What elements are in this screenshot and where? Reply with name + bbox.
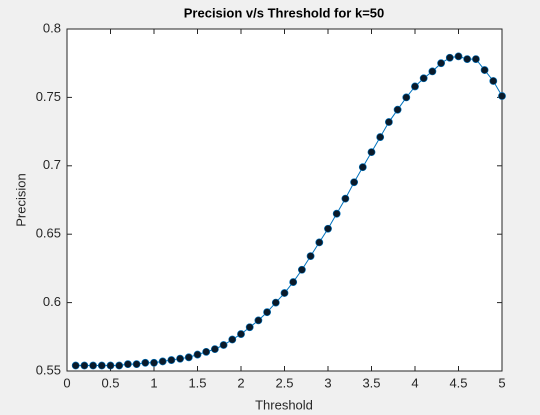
x-tick-label: 3.5 <box>362 375 380 390</box>
point <box>306 252 315 260</box>
point <box>71 361 80 370</box>
point <box>332 209 341 218</box>
point <box>315 238 324 247</box>
point <box>89 361 97 370</box>
point <box>358 163 367 172</box>
point <box>124 360 132 369</box>
point <box>471 55 480 63</box>
point <box>289 278 298 286</box>
point <box>367 148 376 157</box>
point <box>324 224 332 233</box>
x-tick-label: 0 <box>63 375 70 390</box>
y-tick-label: 0.75 <box>36 89 61 104</box>
point <box>445 53 454 62</box>
point <box>480 66 489 74</box>
point <box>297 265 306 274</box>
point <box>106 361 115 370</box>
point <box>411 82 419 91</box>
point <box>376 133 385 141</box>
point <box>393 105 402 114</box>
x-tick-label: 2 <box>237 375 244 390</box>
point <box>263 308 271 317</box>
y-tick-label: 0.65 <box>36 226 61 241</box>
point <box>437 59 445 68</box>
x-tick-label: 1 <box>150 375 157 390</box>
y-tick-label: 0.55 <box>36 362 61 377</box>
point <box>141 358 150 367</box>
x-tick-label: 4.5 <box>449 375 467 390</box>
x-axis-label: Threshold <box>255 397 313 412</box>
x-tick-label: 2.5 <box>275 375 293 390</box>
point <box>193 350 202 359</box>
point <box>97 361 106 370</box>
point <box>150 358 158 367</box>
point <box>228 335 237 344</box>
y-tick-label: 0.6 <box>43 294 61 309</box>
point <box>254 316 263 325</box>
y-tick-label: 0.7 <box>43 157 61 172</box>
point <box>271 298 280 307</box>
point <box>210 345 219 354</box>
chart-title: Precision v/s Threshold for k=50 <box>184 5 385 20</box>
point <box>454 52 463 61</box>
x-tick-label: 5 <box>498 375 505 390</box>
point <box>428 67 437 76</box>
point <box>202 347 211 356</box>
point <box>158 357 167 366</box>
x-tick-label: 4 <box>411 375 418 390</box>
point <box>115 361 124 370</box>
point <box>498 92 506 100</box>
point <box>350 178 358 187</box>
y-tick-label: 0.8 <box>43 20 61 35</box>
y-axis-label: Precision <box>13 173 28 226</box>
point <box>167 356 176 364</box>
point <box>237 330 245 338</box>
x-tick-label: 1.5 <box>188 375 206 390</box>
plot-area <box>66 28 503 372</box>
point <box>245 323 254 332</box>
point <box>132 360 141 369</box>
point <box>402 93 411 102</box>
x-tick-label: 3 <box>324 375 331 390</box>
x-tick-label: 0.5 <box>101 375 119 390</box>
point <box>341 194 350 203</box>
point <box>384 118 393 126</box>
point <box>176 354 184 363</box>
point <box>419 74 428 83</box>
point <box>489 77 498 85</box>
point <box>184 353 193 362</box>
point <box>219 341 228 349</box>
point <box>280 289 289 297</box>
point <box>80 361 89 370</box>
point <box>463 55 472 63</box>
